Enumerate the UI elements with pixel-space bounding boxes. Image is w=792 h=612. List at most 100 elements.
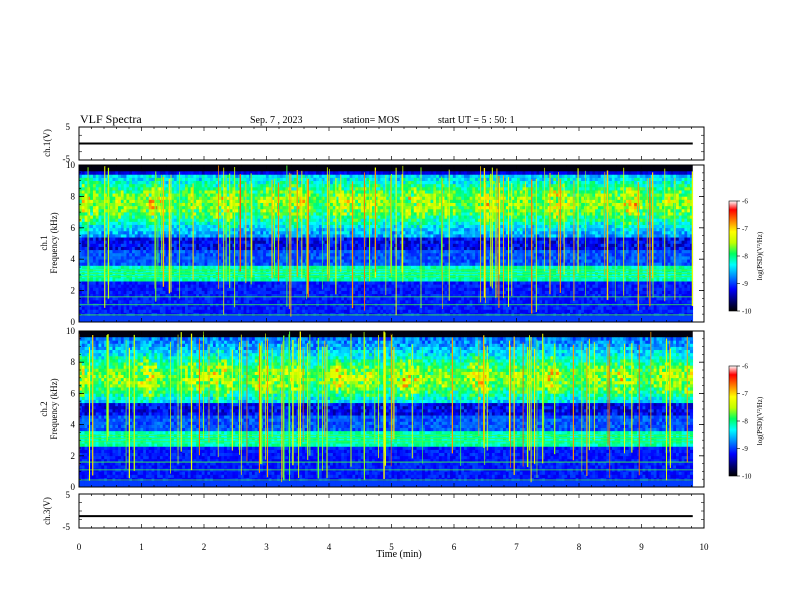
spectrogram-cell bbox=[559, 316, 562, 319]
spectrogram-cell bbox=[668, 309, 671, 312]
spectrogram-cell bbox=[252, 309, 255, 312]
spectrogram-cell bbox=[417, 291, 420, 294]
spectrogram-cell bbox=[322, 297, 325, 300]
spectrogram-cell bbox=[464, 309, 467, 312]
spectrogram-cell bbox=[152, 297, 155, 300]
spectrogram-cell bbox=[336, 316, 339, 319]
spectrogram-cell bbox=[291, 300, 294, 303]
spectrogram-cell bbox=[478, 309, 481, 312]
spectrogram-cell bbox=[99, 306, 102, 309]
spectrogram-cell bbox=[433, 316, 436, 319]
spectrogram-cell bbox=[606, 313, 609, 316]
spectrogram-cell bbox=[146, 316, 149, 319]
spectrogram-cell bbox=[433, 297, 436, 300]
spectrogram-cell bbox=[283, 309, 286, 312]
spectrogram-cell bbox=[132, 284, 135, 287]
spectrogram-cell bbox=[177, 309, 180, 312]
spectrogram-cell bbox=[255, 309, 258, 312]
spectrogram-cell bbox=[676, 287, 679, 290]
spectrogram-cell bbox=[85, 287, 88, 290]
spectrogram-cell bbox=[238, 287, 241, 290]
spectrogram-cell bbox=[576, 306, 579, 309]
spectrogram-cell bbox=[96, 316, 99, 319]
spectrogram-cell bbox=[397, 313, 400, 316]
spectrogram-cell bbox=[670, 306, 673, 309]
spectrogram-cell bbox=[294, 287, 297, 290]
spectrogram-cell bbox=[497, 313, 500, 316]
spectrogram-cell bbox=[525, 313, 528, 316]
spectrogram-cell bbox=[319, 306, 322, 309]
spectrogram-cell bbox=[325, 287, 328, 290]
spectrogram-cell bbox=[679, 297, 682, 300]
spectrogram-cell bbox=[271, 284, 274, 287]
spectrogram-cell bbox=[277, 316, 280, 319]
spectrogram-cell bbox=[266, 284, 269, 287]
spectrogram-cell bbox=[241, 287, 244, 290]
spectrogram-cell bbox=[260, 284, 263, 287]
spectrogram-cell bbox=[609, 316, 612, 319]
spectrogram-cell bbox=[408, 306, 411, 309]
spectrogram-cell bbox=[603, 306, 606, 309]
spectrogram-cell bbox=[165, 313, 168, 316]
spectrogram-cell bbox=[673, 316, 676, 319]
spectrogram-cell bbox=[165, 284, 168, 287]
spectrogram-cell bbox=[411, 313, 414, 316]
spectrogram-cell bbox=[99, 300, 102, 303]
spectrogram-cell bbox=[207, 316, 210, 319]
spectrogram-cell bbox=[587, 309, 590, 312]
spectrogram-cell bbox=[626, 316, 629, 319]
date-label: Sep. 7 , 2023 bbox=[250, 115, 303, 126]
spectrogram-cell bbox=[263, 306, 266, 309]
spectrogram-cell bbox=[129, 284, 132, 287]
spectrogram-cell bbox=[152, 316, 155, 319]
vlf-figure: VLF Spectra Sep. 7 , 2023 station= MOS s… bbox=[0, 0, 792, 612]
spectrogram-cell bbox=[640, 306, 643, 309]
spectrogram-cell bbox=[581, 313, 584, 316]
spectrogram-cell bbox=[472, 291, 475, 294]
spectrogram-cell bbox=[152, 313, 155, 316]
spectrogram-cell bbox=[227, 291, 230, 294]
spectrogram-cell bbox=[442, 297, 445, 300]
spectrogram-cell bbox=[606, 309, 609, 312]
spectrogram-cell bbox=[207, 287, 210, 290]
spectrogram-cell bbox=[484, 316, 487, 319]
spectrogram-cell bbox=[216, 306, 219, 309]
spectrogram-cell bbox=[425, 313, 428, 316]
spectrogram-cell bbox=[391, 309, 394, 312]
spectrogram-cell bbox=[202, 287, 205, 290]
spectrogram-cell bbox=[682, 313, 685, 316]
spectrogram-cell bbox=[238, 291, 241, 294]
spectrogram-cell bbox=[623, 316, 626, 319]
spectrogram-cell bbox=[118, 297, 121, 300]
spectrogram-cell bbox=[157, 284, 160, 287]
spectrogram-cell bbox=[107, 316, 110, 319]
spectrogram-cell bbox=[631, 300, 634, 303]
spectrogram-cell bbox=[140, 306, 143, 309]
spectrogram-cell bbox=[372, 306, 375, 309]
spectrogram-cell bbox=[110, 297, 113, 300]
spectrogram-cell bbox=[165, 306, 168, 309]
spectrogram-cell bbox=[205, 306, 208, 309]
spectrogram-cell bbox=[573, 306, 576, 309]
spectrogram-cell bbox=[258, 291, 261, 294]
spectrogram-cell bbox=[285, 316, 288, 319]
spectrogram-cell bbox=[87, 306, 90, 309]
spectrogram-cell bbox=[475, 291, 478, 294]
spectrogram-cell bbox=[90, 306, 93, 309]
spectrogram-cell bbox=[313, 306, 316, 309]
spectrogram-cell bbox=[336, 313, 339, 316]
spectrogram-cell bbox=[118, 309, 121, 312]
spectrogram-cell bbox=[668, 291, 671, 294]
spectrogram-cell bbox=[598, 291, 601, 294]
spectrogram-cell bbox=[352, 316, 355, 319]
spectrogram-cell bbox=[670, 309, 673, 312]
spectrogram-cell bbox=[525, 284, 528, 287]
spectrogram-cell bbox=[302, 316, 305, 319]
spectrogram-cell bbox=[450, 287, 453, 290]
spectrogram-cell bbox=[509, 316, 512, 319]
spectrogram-cell bbox=[277, 291, 280, 294]
spectrogram-cell bbox=[191, 284, 194, 287]
spectrogram-cell bbox=[271, 309, 274, 312]
spectrogram-cell bbox=[260, 287, 263, 290]
spectrogram-cell bbox=[481, 316, 484, 319]
